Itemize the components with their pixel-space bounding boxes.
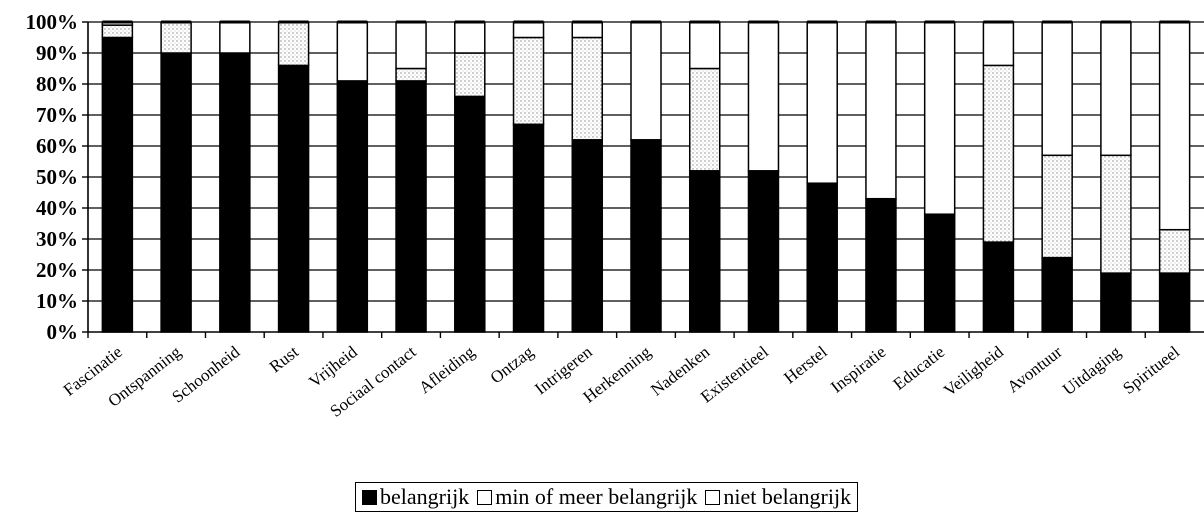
legend-swatch-belangrijk <box>362 489 377 505</box>
bar-segment-belangrijk-ontspanning <box>160 52 192 333</box>
bar-segment-belangrijk-veiligheid <box>982 241 1015 333</box>
bar-segment-niet-belangrijk-nadenken <box>688 21 721 70</box>
x-tick-label: Avontuur <box>1004 342 1066 397</box>
bar-segment-belangrijk-herkenning <box>630 139 662 333</box>
bar-segment-belangrijk-educatie <box>923 213 956 333</box>
bar-segment-niet-belangrijk-intrigeren <box>571 21 604 39</box>
legend: belangrijk min of meer belangrijk niet b… <box>355 482 859 512</box>
y-tick-label: 40% <box>36 196 78 220</box>
bar-segment-min-of-meer-belangrijk-ontspanning <box>160 21 192 54</box>
bar-segment-min-of-meer-belangrijk-nadenken <box>688 67 721 172</box>
bar-segment-belangrijk-sociaal-contact <box>395 80 427 333</box>
bar-segment-belangrijk-herstel <box>806 182 838 333</box>
bar-segment-niet-belangrijk-schoonheid <box>219 21 251 54</box>
bar-segment-niet-belangrijk-veiligheid <box>982 21 1015 67</box>
x-tick-label: Uitdaging <box>1059 342 1125 399</box>
bar-segment-belangrijk-existentieel <box>747 170 780 333</box>
bar-segment-belangrijk-inspiratie <box>865 197 897 333</box>
bar-segment-min-of-meer-belangrijk-fascinatie <box>101 24 134 39</box>
y-tick-label: 70% <box>36 103 78 127</box>
bar-segment-niet-belangrijk-spiritueel <box>1158 21 1191 231</box>
bar-segment-belangrijk-rust <box>277 64 310 333</box>
bar-segment-min-of-meer-belangrijk-intrigeren <box>571 36 604 141</box>
x-tick-label: Rust <box>266 342 302 376</box>
bar-segment-min-of-meer-belangrijk-spiritueel <box>1158 228 1191 274</box>
y-tick-label: 20% <box>36 258 78 282</box>
legend-item-belangrijk: belangrijk <box>362 484 469 510</box>
bars <box>101 20 1191 333</box>
bar-segment-min-of-meer-belangrijk-sociaal-contact <box>395 67 427 82</box>
x-tick-label: Ontzag <box>487 342 538 388</box>
y-tick-label: 80% <box>36 72 78 96</box>
bar-segment-belangrijk-fascinatie <box>101 36 134 333</box>
bar-segment-niet-belangrijk-afleiding <box>454 21 486 54</box>
y-tick-label: 0% <box>47 320 79 344</box>
legend-item-niet-belangrijk: niet belangrijk <box>705 484 851 510</box>
y-tick-label: 30% <box>36 227 78 251</box>
legend-label-belangrijk: belangrijk <box>380 484 470 509</box>
legend-swatch-min-of-meer <box>477 489 493 505</box>
bar-segment-min-of-meer-belangrijk-uitdaging <box>1100 154 1132 274</box>
bar-segment-niet-belangrijk-herstel <box>806 21 838 184</box>
bar-segment-belangrijk-spiritueel <box>1158 272 1191 333</box>
bar-segment-belangrijk-avontuur <box>1041 256 1073 333</box>
bar-segment-min-of-meer-belangrijk-rust <box>277 21 310 67</box>
axes <box>82 21 1204 338</box>
y-tick-label: 60% <box>36 134 78 158</box>
bar-segment-niet-belangrijk-ontzag <box>512 21 545 39</box>
legend-swatch-niet-belangrijk <box>705 489 721 505</box>
x-tick-label: Inspiratie <box>827 342 889 396</box>
x-tick-label: Spiritueel <box>1119 342 1183 398</box>
x-tick-label: Veiligheid <box>940 342 1007 400</box>
legend-label-niet-belangrijk: niet belangrijk <box>723 484 852 509</box>
bar-segment-belangrijk-ontzag <box>512 123 545 333</box>
y-tick-labels: 0% 10% 20% 30% 40% 50% 60% 70% 80% 90% 100% <box>26 10 79 344</box>
legend-label-min-of-meer: min of meer belangrijk <box>495 484 698 509</box>
bar-segment-belangrijk-schoonheid <box>219 52 251 333</box>
bar-segment-min-of-meer-belangrijk-ontzag <box>512 36 545 126</box>
bar-segment-belangrijk-intrigeren <box>571 139 604 333</box>
bar-segment-belangrijk-nadenken <box>688 170 721 333</box>
bar-segment-min-of-meer-belangrijk-afleiding <box>454 52 486 98</box>
y-tick-label: 100% <box>26 10 79 34</box>
legend-item-min-of-meer-belangrijk: min of meer belangrijk <box>477 484 697 510</box>
bar-segment-niet-belangrijk-uitdaging <box>1100 21 1132 157</box>
bar-segment-belangrijk-afleiding <box>454 95 486 333</box>
bar-segment-niet-belangrijk-inspiratie <box>865 21 897 200</box>
bar-segment-min-of-meer-belangrijk-veiligheid <box>982 64 1015 243</box>
bar-segment-niet-belangrijk-educatie <box>923 21 956 215</box>
bar-segment-belangrijk-uitdaging <box>1100 272 1132 333</box>
x-tick-label: Educatie <box>890 342 949 394</box>
bar-segment-niet-belangrijk-herkenning <box>630 21 662 141</box>
bar-segment-niet-belangrijk-vrijheid <box>336 21 369 82</box>
bar-segment-min-of-meer-belangrijk-avontuur <box>1041 154 1073 259</box>
x-tick-label: Herstel <box>780 342 831 387</box>
x-tick-label: Afleiding <box>415 342 478 397</box>
y-tick-label: 90% <box>36 41 78 65</box>
bar-segment-niet-belangrijk-existentieel <box>747 21 780 172</box>
y-tick-label: 50% <box>36 165 78 189</box>
y-tick-label: 10% <box>36 289 78 313</box>
bar-segment-belangrijk-vrijheid <box>336 80 369 333</box>
bar-segment-niet-belangrijk-sociaal-contact <box>395 21 427 70</box>
bar-segment-niet-belangrijk-avontuur <box>1041 21 1073 157</box>
